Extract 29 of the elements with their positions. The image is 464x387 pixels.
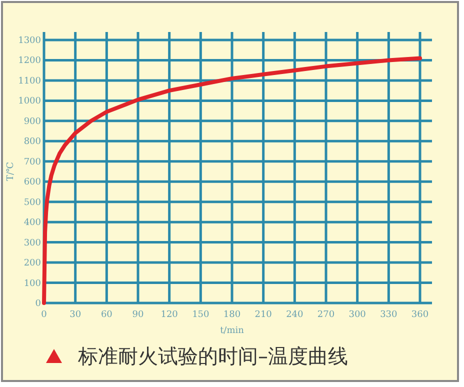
y-tick-label: 600: [24, 178, 42, 188]
y-tick-label: 200: [24, 258, 42, 269]
x-tick-label: 210: [254, 310, 272, 320]
x-tick-label: 150: [192, 310, 210, 320]
x-tick-label: 60: [100, 310, 113, 320]
x-tick-label: 270: [317, 310, 335, 320]
y-tick-label: 0: [35, 299, 42, 309]
y-tick-label: 1100: [18, 76, 42, 86]
y-tick-label: 1200: [18, 56, 42, 66]
x-tick-label: 300: [348, 310, 366, 320]
y-tick-label: 500: [24, 198, 42, 208]
x-tick-label: 120: [160, 310, 178, 320]
x-tick-label: 180: [223, 310, 241, 320]
x-tick-label: 330: [380, 310, 398, 320]
y-tick-label: 700: [24, 157, 42, 168]
y-tick-label: 1300: [18, 36, 42, 46]
y-tick-label: 100: [24, 278, 42, 289]
y-axis-title: T/℃: [6, 162, 16, 182]
x-axis-title: t/min: [220, 326, 244, 336]
y-tick-label: 800: [24, 137, 42, 148]
x-tick-label: 240: [286, 310, 304, 320]
x-tick-label: 30: [70, 310, 82, 320]
y-tick-label: 900: [24, 116, 42, 127]
x-tick-label: 90: [132, 310, 144, 320]
text: 标准耐火试验的时间–温度曲线: [77, 344, 348, 368]
y-tick-label: 400: [24, 218, 42, 228]
y-tick-label: 300: [24, 238, 42, 248]
x-tick-label: 360: [411, 310, 429, 320]
y-tick-label: 1000: [18, 96, 42, 107]
